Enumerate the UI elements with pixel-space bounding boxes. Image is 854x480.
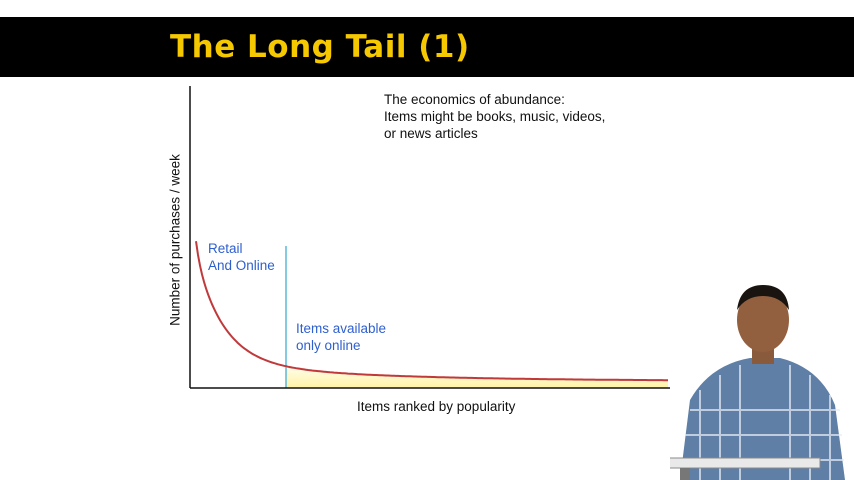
- online-tail-fill: [286, 366, 668, 388]
- presenter-video: [670, 280, 854, 480]
- title-bar: The Long Tail (1): [0, 17, 854, 77]
- long-tail-curve: [195, 241, 668, 382]
- description-line: Items might be books, music, videos,: [384, 109, 606, 124]
- x-axis-label: Items ranked by popularity: [357, 399, 516, 414]
- y-axis-label: Number of purchases / week: [167, 154, 183, 326]
- slide-title: The Long Tail (1): [170, 29, 470, 65]
- chart-description: The economics of abundance: Items might …: [384, 91, 605, 142]
- description-line: The economics of abundance:: [384, 92, 565, 107]
- region-label-retail: Retail And Online: [208, 241, 275, 273]
- region-label-online: Items available only online: [296, 321, 387, 353]
- description-line: or news articles: [384, 126, 478, 141]
